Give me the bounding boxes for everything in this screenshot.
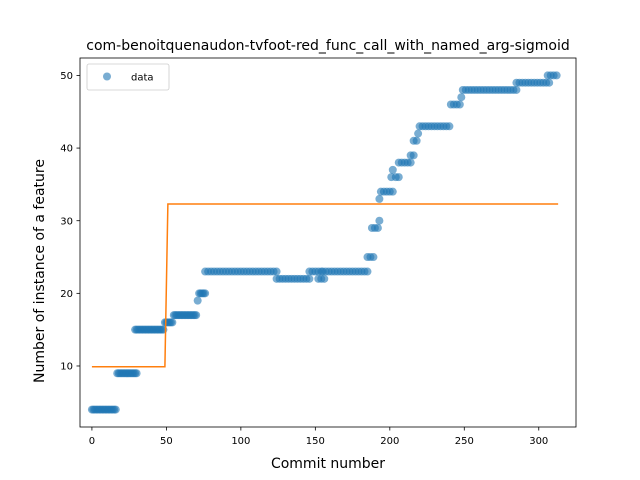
data-point: [111, 405, 120, 414]
data-point: [414, 129, 423, 138]
axes-frame: [79, 57, 577, 428]
x-tick-label: 50: [160, 436, 173, 447]
legend-marker-data: [103, 72, 111, 81]
data-point: [363, 267, 372, 276]
y-axis-label: Number of instance of a feature: [32, 159, 48, 383]
data-point: [552, 71, 561, 80]
data-point: [369, 253, 378, 262]
data-point: [272, 267, 281, 276]
x-tick-label: 0: [89, 436, 95, 447]
y-tick-label: 50: [60, 71, 73, 82]
y-tick-label: 40: [60, 144, 73, 155]
data-point: [320, 274, 329, 283]
data-point: [201, 289, 210, 298]
data-point: [457, 93, 466, 102]
data-point: [373, 223, 382, 232]
x-tick-label: 200: [380, 436, 399, 447]
data-point: [388, 187, 397, 196]
data-point: [192, 311, 201, 320]
data-point: [193, 296, 202, 305]
chart-title: com-benoitquenaudon-tvfoot-red_func_call…: [86, 38, 569, 54]
fit-line: [91, 203, 559, 368]
y-tick-label: 10: [60, 362, 73, 373]
data-point: [394, 173, 403, 182]
data-point: [445, 122, 454, 131]
data-point: [375, 216, 384, 225]
legend-label-data: data: [131, 73, 154, 84]
legend-box: [86, 63, 170, 91]
plot-area: 0 50 100 150 200 250 300 10 20 30 40 50 data: [60, 57, 577, 447]
data-point: [375, 194, 384, 203]
data-point: [132, 369, 141, 378]
data-point: [409, 151, 418, 160]
data-point: [305, 274, 314, 283]
data-point: [388, 165, 397, 174]
y-tick-label: 30: [60, 216, 73, 227]
y-tick-label: 20: [60, 289, 73, 300]
x-tick-label: 100: [231, 436, 250, 447]
data-point: [455, 100, 464, 109]
data-point: [512, 85, 521, 94]
x-tick-label: 150: [306, 436, 325, 447]
data-point: [406, 158, 415, 167]
x-tick-label: 250: [455, 436, 474, 447]
data-point: [545, 78, 554, 87]
x-axis-label: Commit number: [271, 456, 385, 472]
data-point: [168, 318, 177, 327]
x-tick-label: 300: [529, 436, 548, 447]
data-point: [412, 136, 421, 145]
